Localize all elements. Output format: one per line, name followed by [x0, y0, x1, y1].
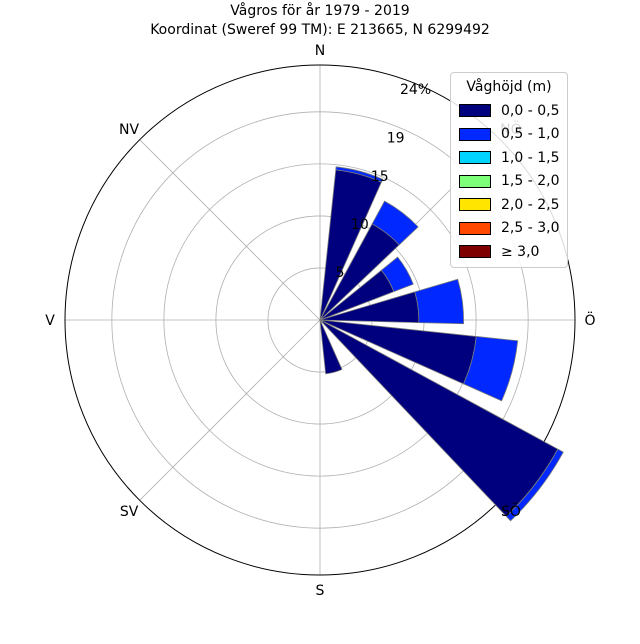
legend-swatch [459, 104, 491, 118]
direction-label: N [315, 43, 325, 59]
chart-subtitle: Koordinat (Sweref 99 TM): E 213665, N 62… [150, 22, 490, 38]
legend-entry: 1,0 - 1,5 [459, 146, 559, 170]
legend-swatch [459, 198, 491, 212]
radial-tick-label: 19 [387, 130, 405, 146]
legend-label: 2,5 - 3,0 [501, 220, 560, 237]
radial-tick-label: 24% [400, 82, 431, 98]
legend-entry: 2,5 - 3,0 [459, 217, 559, 241]
radial-tick-label: 15 [371, 169, 389, 185]
legend-label: ≥ 3,0 [501, 243, 540, 260]
direction-label: NV [119, 122, 139, 138]
radial-tick-label: 5 [335, 265, 344, 281]
bar-sector-1-bin-1 [371, 200, 419, 246]
bar-sector-0-bin-1 [335, 166, 384, 183]
legend-label: 0,0 - 0,5 [501, 102, 560, 119]
legend-entry: 0,5 - 1,0 [459, 123, 559, 147]
legend-swatch [459, 245, 491, 259]
direction-label: SV [120, 504, 139, 520]
bar-sector-3-bin-1 [414, 278, 464, 325]
direction-label: SÖ [501, 502, 521, 520]
legend-entry: 0,0 - 0,5 [459, 99, 559, 123]
direction-label: Ö [584, 311, 595, 329]
legend-swatch [459, 127, 491, 141]
legend-swatch [459, 151, 491, 165]
legend-title: Våghöjd (m) [466, 79, 552, 95]
chart-title: Vågros för år 1979 - 2019 [230, 2, 409, 19]
legend-label: 0,5 - 1,0 [501, 126, 560, 143]
legend-entry: ≥ 3,0 [459, 240, 559, 264]
legend: Våghöjd (m) 0,0 - 0,5 0,5 - 1,0 1,0 - 1,5 1… [450, 72, 568, 268]
bar-sector-4-bin-1 [463, 335, 519, 402]
bar-sector-6-bin-0 [319, 319, 343, 375]
legend-entry: 2,0 - 2,5 [459, 193, 559, 217]
outer-ring [64, 64, 576, 576]
direction-label: S [316, 583, 325, 599]
legend-label: 1,0 - 1,5 [501, 149, 560, 166]
sector-bars [319, 166, 564, 522]
legend-label: 2,0 - 2,5 [501, 196, 560, 213]
axis-labels: NÖSVNVSVSÖNÖ510151924% [45, 43, 595, 599]
grid-spoke [139, 139, 321, 321]
radial-tick-label: 10 [351, 217, 369, 233]
legend-swatch [459, 174, 491, 188]
bar-sector-2-bin-1 [380, 256, 414, 293]
bar-sector-5-bin-1 [505, 448, 564, 522]
legend-label: 1,5 - 2,0 [501, 173, 560, 190]
grid-spoke [139, 319, 321, 501]
legend-entry: 1,5 - 2,0 [459, 170, 559, 194]
direction-label: V [45, 313, 55, 329]
legend-swatch [459, 221, 491, 235]
legend-entries: 0,0 - 0,5 0,5 - 1,0 1,0 - 1,5 1,5 - 2,0 2,0 … [459, 99, 559, 264]
